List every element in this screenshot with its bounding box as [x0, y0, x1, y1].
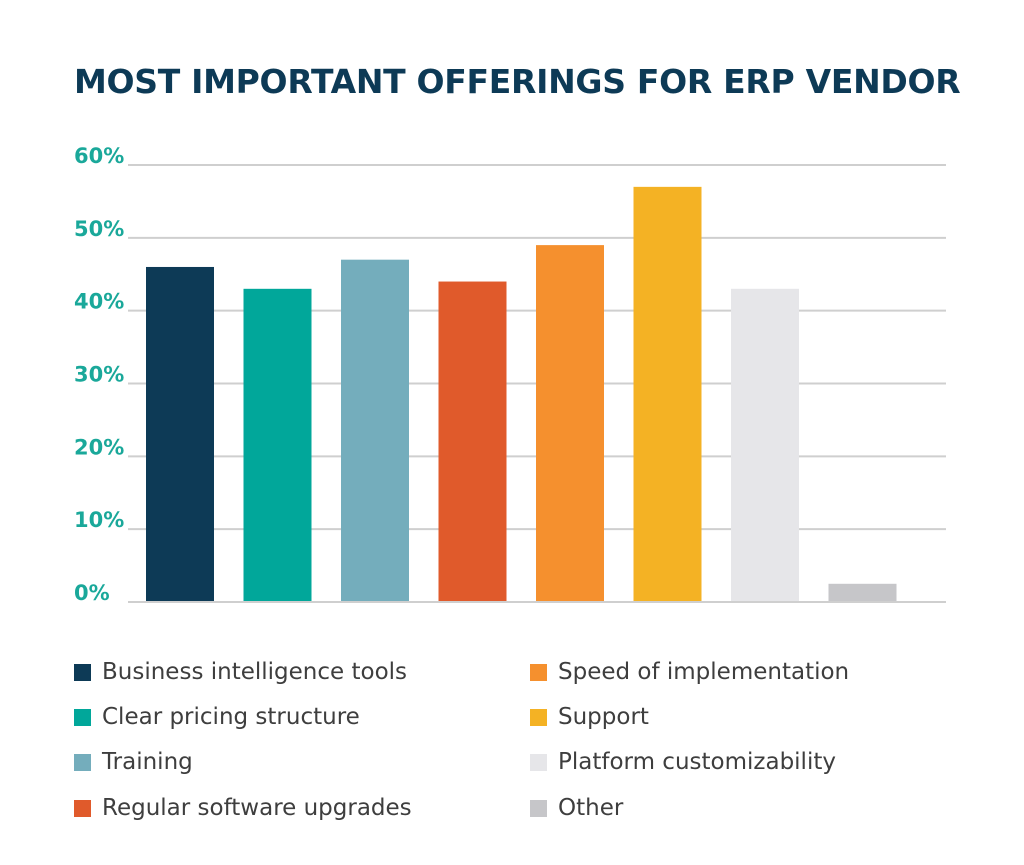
- legend-swatch: [530, 799, 547, 817]
- legend-label: Other: [558, 795, 624, 821]
- chart-title: MOST IMPORTANT OFFERINGS FOR ERP VENDOR: [74, 62, 961, 101]
- bar-clear-pricing-structure: [243, 288, 312, 602]
- legend-label: Regular software upgrades: [102, 795, 412, 821]
- legend-swatch: [530, 708, 547, 726]
- y-tick-label: 20%: [74, 435, 124, 459]
- legend-swatch: [74, 753, 91, 771]
- legend-swatch: [530, 663, 547, 681]
- y-tick-label: 60%: [74, 144, 124, 168]
- y-tick-label: 0%: [74, 581, 110, 605]
- bar-speed-of-implementation: [536, 245, 604, 602]
- y-tick-label: 50%: [74, 217, 124, 241]
- legend-label: Platform customizability: [558, 749, 836, 775]
- legend-item: Support: [530, 702, 649, 732]
- bar-business-intelligence-tools: [146, 266, 214, 602]
- y-tick-label: 30%: [74, 363, 124, 387]
- legend-item: Regular software upgrades: [74, 793, 412, 823]
- bar-regular-software-upgrades: [438, 281, 507, 602]
- y-tick-label: 40%: [74, 290, 124, 314]
- bar-platform-customizability: [731, 288, 799, 602]
- legend-label: Speed of implementation: [558, 659, 850, 685]
- legend-item: Speed of implementation: [530, 657, 849, 687]
- legend-label: Clear pricing structure: [102, 704, 360, 730]
- legend-item: Training: [74, 747, 193, 777]
- bar-other: [828, 583, 897, 602]
- legend-item: Platform customizability: [530, 747, 836, 777]
- legend-swatch: [530, 753, 547, 771]
- legend-label: Business intelligence tools: [102, 659, 408, 685]
- bar-training: [341, 259, 409, 602]
- legend-item: Business intelligence tools: [74, 657, 407, 687]
- legend-label: Training: [102, 749, 193, 775]
- legend-item: Clear pricing structure: [74, 702, 360, 732]
- legend-label: Support: [558, 704, 649, 730]
- bar-support: [633, 186, 702, 602]
- legend-swatch: [74, 663, 91, 681]
- legend-swatch: [74, 799, 91, 817]
- legend-swatch: [74, 708, 91, 726]
- y-tick-label: 10%: [74, 508, 124, 532]
- legend-item: Other: [530, 793, 623, 823]
